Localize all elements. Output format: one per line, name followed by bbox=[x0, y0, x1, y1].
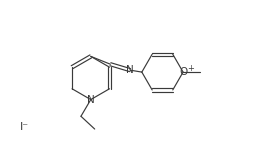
Text: N: N bbox=[87, 95, 95, 105]
Text: +: + bbox=[187, 64, 194, 73]
Text: O: O bbox=[179, 67, 187, 77]
Text: I⁻: I⁻ bbox=[20, 122, 29, 132]
Text: N: N bbox=[126, 65, 134, 75]
